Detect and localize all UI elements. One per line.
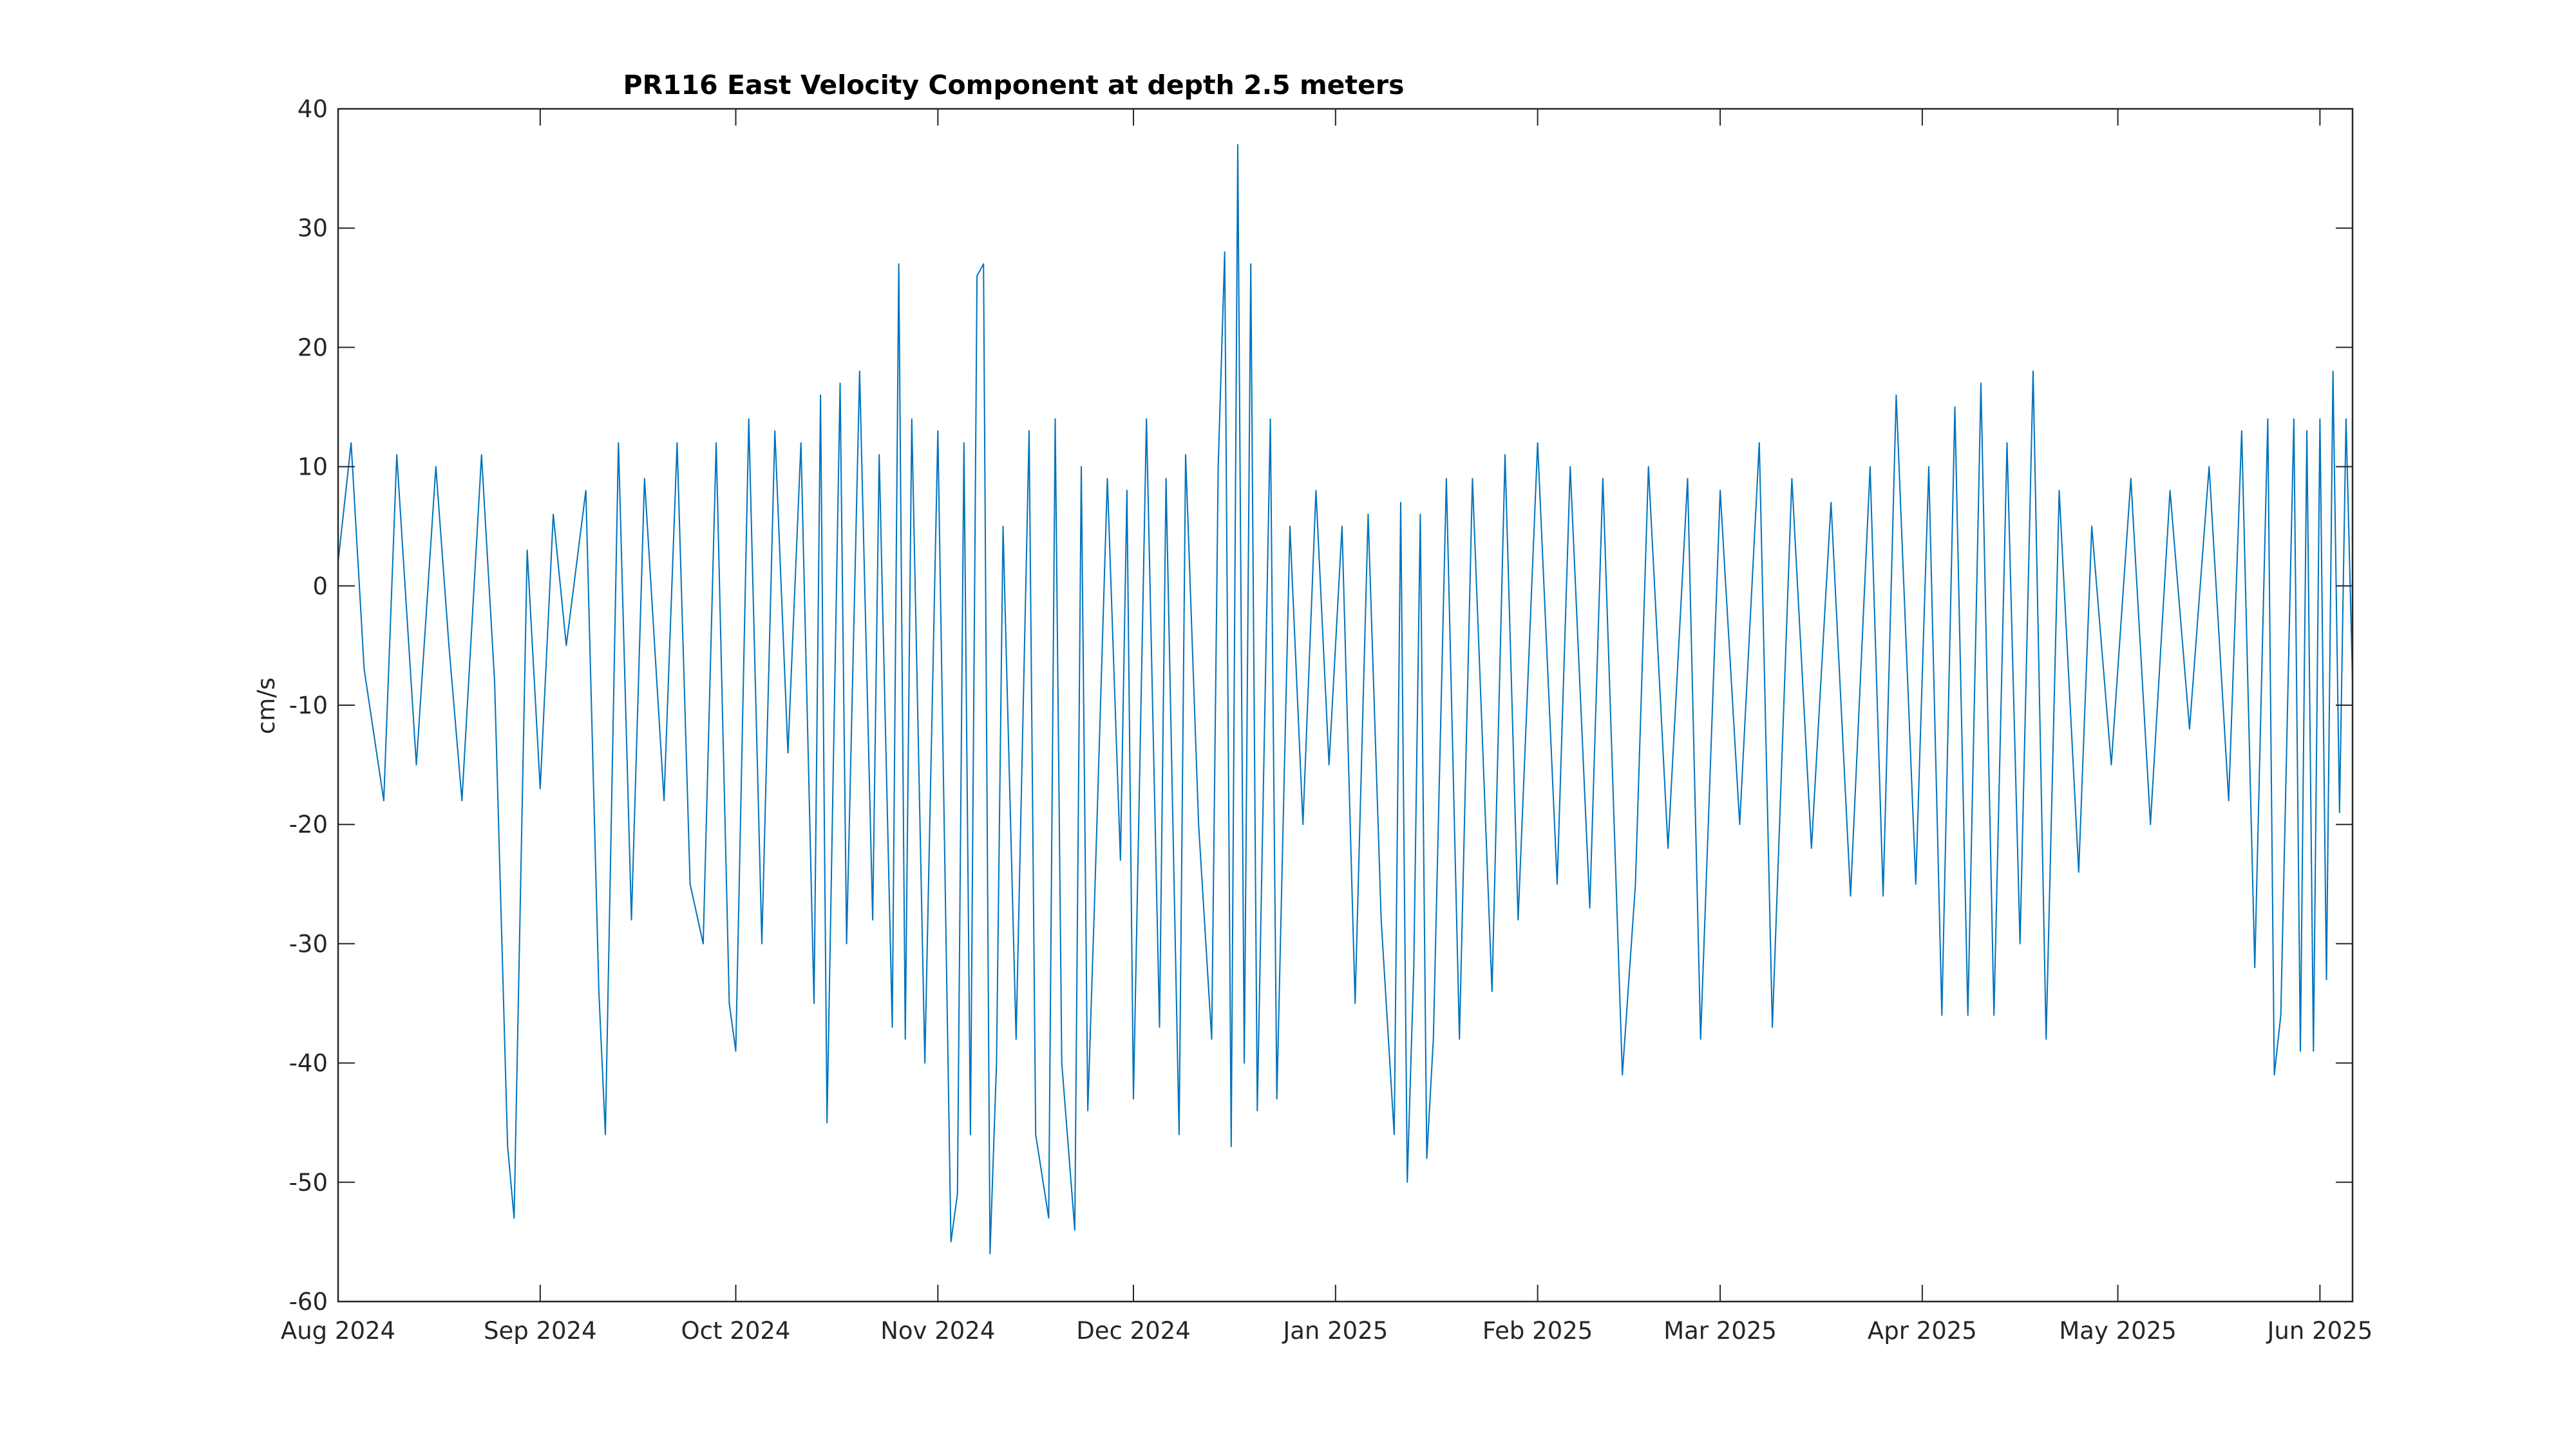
x-tick-label: Oct 2024	[681, 1317, 791, 1345]
x-tick-label: May 2025	[2059, 1317, 2176, 1345]
y-tick-label: -10	[289, 692, 328, 719]
y-tick-label: 20	[298, 334, 328, 361]
y-axis: 40 30 20 10 0 -10 -20 -30 -40 -50 -60	[289, 95, 2353, 1316]
y-tick-label: -60	[289, 1288, 328, 1316]
x-tick-label: Aug 2024	[281, 1317, 395, 1345]
plot-area	[338, 109, 2353, 1302]
x-tick-label: Feb 2025	[1482, 1317, 1593, 1345]
y-tick-label: 0	[312, 573, 328, 600]
x-tick-label: Mar 2025	[1663, 1317, 1777, 1345]
y-tick-label: 10	[298, 453, 328, 481]
y-tick-label: -30	[289, 930, 328, 958]
x-tick-label: Dec 2024	[1076, 1317, 1191, 1345]
y-axis-label: cm/s	[252, 677, 280, 734]
x-tick-label: Jan 2025	[1282, 1317, 1388, 1345]
y-tick-label: 30	[298, 214, 328, 242]
plot-box	[337, 108, 2354, 1303]
y-tick-label: -20	[289, 811, 328, 838]
y-tick-label: -50	[289, 1169, 328, 1197]
y-tick-label: 40	[298, 95, 328, 123]
chart-title: PR116 East Velocity Component at depth 2…	[623, 70, 1404, 100]
x-tick-label: Apr 2025	[1868, 1317, 1977, 1345]
velocity-series-line	[337, 144, 2353, 1255]
x-tick-label: Nov 2024	[880, 1317, 995, 1345]
x-tick-label: Jun 2025	[2266, 1317, 2373, 1345]
y-tick-label: -40	[289, 1050, 328, 1077]
x-axis: Aug 2024 Sep 2024 Oct 2024 Nov 2024 Dec 2024…	[281, 109, 2372, 1345]
x-tick-label: Sep 2024	[484, 1317, 597, 1345]
